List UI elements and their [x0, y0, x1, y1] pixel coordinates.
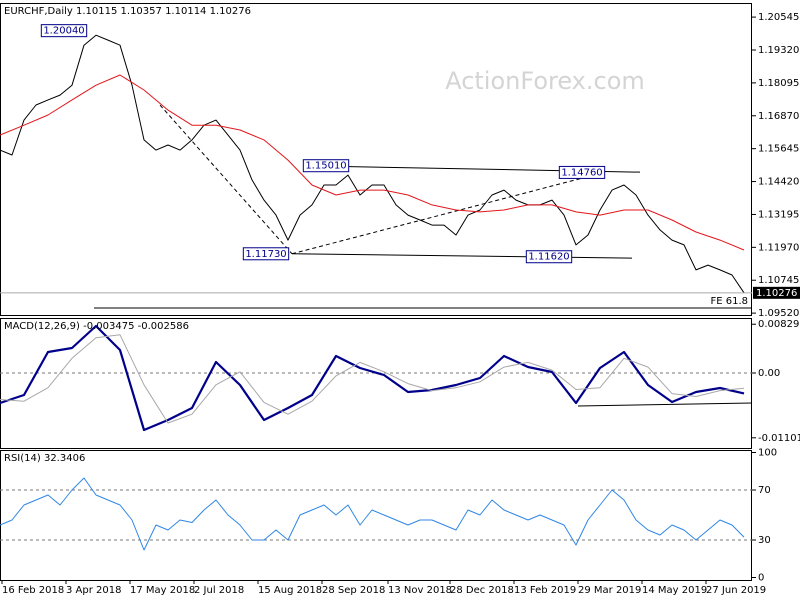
y-tick-label: 1.16870 — [758, 111, 799, 122]
level-label: FE 61.8 — [710, 296, 748, 307]
x-tick-label: 28 Sep 2018 — [322, 585, 385, 596]
y-tick-label: -0.011015 — [758, 433, 800, 444]
last-price-label: 1.10276 — [756, 288, 797, 299]
x-tick-label: 13 Nov 2018 — [388, 585, 452, 596]
price-label: 1.11620 — [528, 252, 569, 263]
x-tick-label: 15 Aug 2018 — [258, 585, 322, 596]
y-tick-label: 1.10745 — [758, 275, 799, 286]
price-label-box — [242, 247, 290, 261]
y-tick-label: 1.19320 — [758, 45, 799, 56]
x-tick-label: 2 Jul 2018 — [194, 585, 244, 596]
x-tick-label: 16 Feb 2018 — [2, 585, 64, 596]
panel-title: MACD(12,26,9) -0.003475 -0.002586 — [4, 321, 189, 332]
x-tick-label: 13 Feb 2019 — [514, 585, 576, 596]
x-tick-label: 14 May 2019 — [642, 585, 707, 596]
y-tick-label: 0.008292 — [758, 319, 800, 330]
x-tick-label: 27 Jun 2019 — [706, 585, 766, 596]
trend-line — [291, 171, 605, 255]
panel-frame — [0, 450, 752, 581]
x-tick-label: 28 Dec 2018 — [450, 585, 514, 596]
last-price-box — [753, 286, 800, 299]
price-label: 1.14760 — [561, 167, 602, 178]
series-line — [0, 477, 745, 551]
y-tick-label: 1.13195 — [758, 209, 799, 220]
price-label-box — [302, 159, 350, 173]
price-label: 1.20040 — [43, 26, 84, 37]
series-line — [0, 74, 745, 251]
series-line — [0, 34, 745, 294]
y-tick-label: 70 — [758, 485, 771, 496]
y-tick-label: 1.20545 — [758, 12, 799, 23]
trend-line — [159, 104, 293, 255]
y-tick-label: 1.11970 — [758, 242, 799, 253]
series-line — [0, 334, 745, 424]
panel-frame — [0, 318, 752, 449]
x-tick-label: 3 Apr 2018 — [66, 585, 121, 596]
price-label-box — [558, 165, 606, 179]
y-tick-label: 1.14420 — [758, 177, 799, 188]
series-line — [0, 324, 745, 432]
background — [0, 0, 752, 599]
panel-frame — [0, 3, 752, 316]
trend-line — [291, 253, 633, 259]
trend-line — [577, 402, 753, 407]
y-tick-label: 1.18095 — [758, 78, 799, 89]
y-tick-label: 0 — [758, 573, 764, 584]
y-tick-label: 1.09520 — [758, 308, 799, 319]
x-tick-label: 29 Mar 2019 — [578, 585, 641, 596]
price-label: 1.15010 — [305, 161, 346, 172]
price-label: 1.11730 — [245, 249, 286, 260]
y-tick-label: 100 — [758, 448, 777, 459]
y-tick-label: 30 — [758, 535, 771, 546]
price-label-box — [525, 250, 573, 264]
y-tick-label: 1.15645 — [758, 144, 799, 155]
price-label-box — [40, 24, 88, 38]
panel-title: EURCHF,Daily 1.10115 1.10357 1.10114 1.1… — [4, 6, 251, 17]
y-tick-label: 0.00 — [758, 368, 780, 379]
panel-title: RSI(14) 32.3406 — [4, 453, 85, 464]
watermark: ActionForex.com — [445, 67, 645, 95]
x-tick-label: 17 May 2018 — [130, 585, 195, 596]
